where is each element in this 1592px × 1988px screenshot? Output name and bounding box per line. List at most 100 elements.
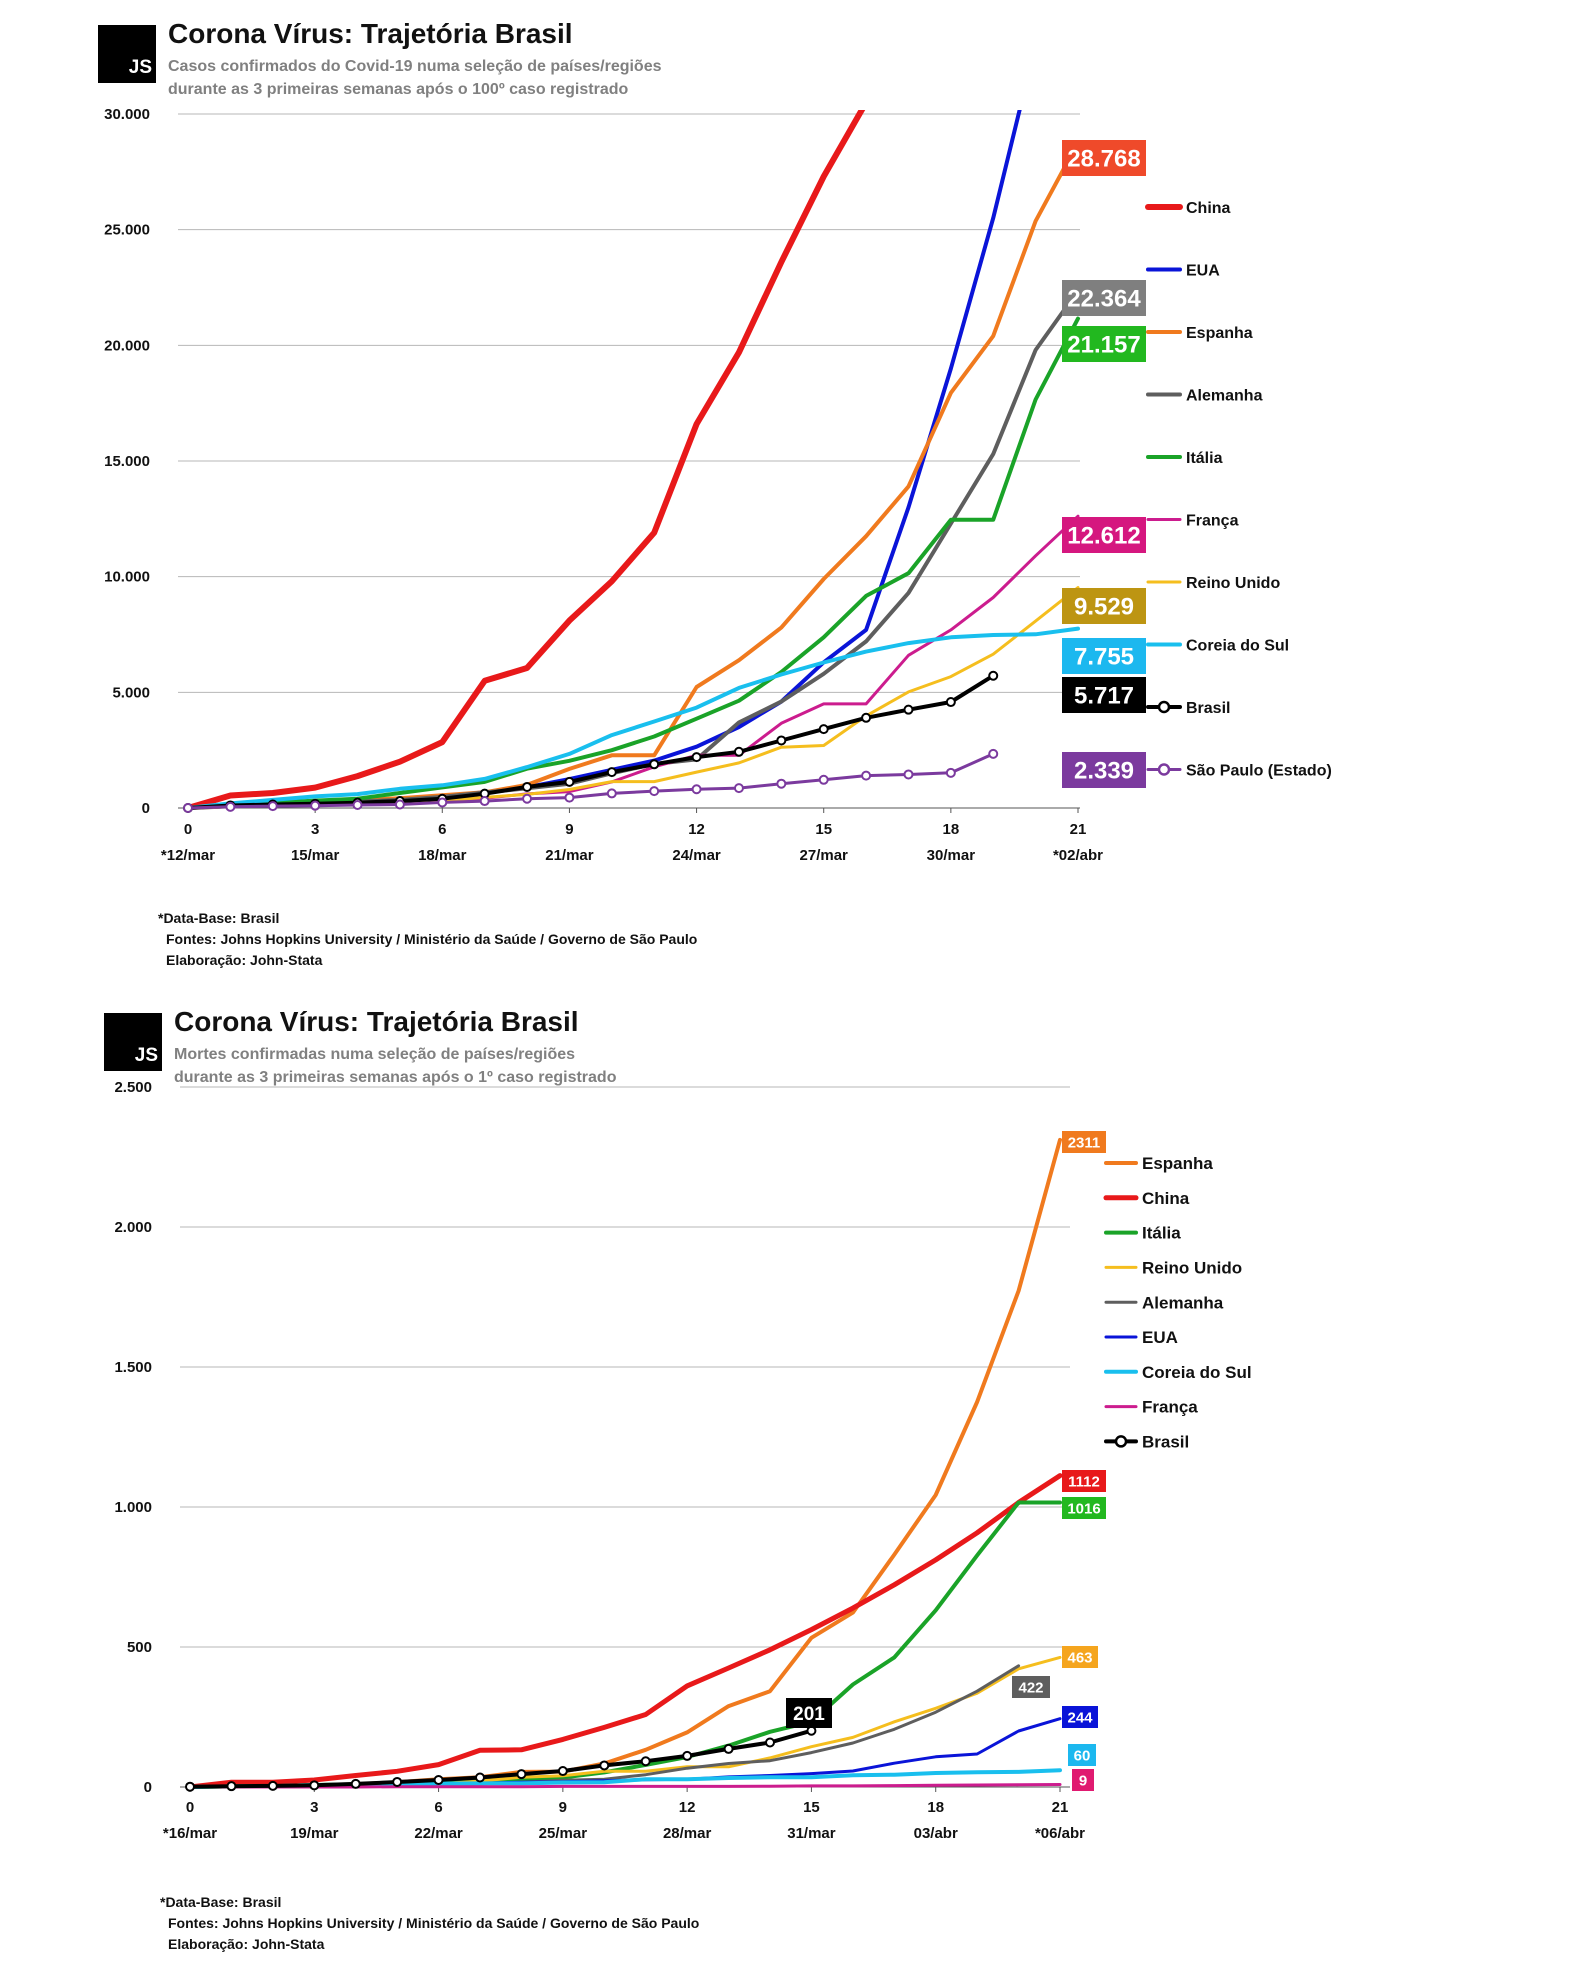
- cases-chart-panel: JS Corona Vírus: Trajetória Brasil Casos…: [0, 0, 1592, 990]
- data-point-sao-paulo-estado: [267, 801, 278, 812]
- data-point-sao-paulo-estado: [183, 803, 193, 813]
- y-tick-label: 1.500: [114, 1359, 152, 1376]
- legend-label-eua: EUA: [1186, 262, 1220, 279]
- data-point-brasil: [475, 1772, 485, 1783]
- js-logo: JS: [98, 25, 156, 83]
- series-line-china: [187, 1473, 1063, 1790]
- x-date-label: 21/mar: [545, 847, 594, 864]
- data-point-sao-paulo-estado: [564, 792, 575, 803]
- data-point-sao-paulo-estado: [352, 799, 363, 810]
- footnote-database: *Data-Base: Brasil: [158, 910, 280, 926]
- data-point-brasil: [226, 1781, 237, 1792]
- legend-label-reino-unido: Reino Unido: [1142, 1259, 1242, 1278]
- data-point-brasil: [350, 1778, 361, 1789]
- value-label-box-italia: [1062, 326, 1146, 362]
- y-tick-label: 2.000: [114, 1219, 152, 1236]
- legend-label-reino-unido: Reino Unido: [1186, 575, 1280, 592]
- data-point-brasil: [564, 776, 575, 787]
- data-point-brasil: [682, 1750, 693, 1761]
- chart-subtitle-line1: Casos confirmados do Covid-19 numa seleç…: [168, 58, 662, 75]
- series-line-espanha: [188, 1137, 1062, 1789]
- y-tick-label: 10.000: [104, 569, 150, 586]
- value-label-brasil: 5.717: [1074, 683, 1134, 710]
- x-tick-label: 12: [688, 821, 705, 838]
- data-point-brasil: [861, 712, 872, 723]
- x-date-label: 31/mar: [787, 1825, 836, 1842]
- value-label-box-franca: [1072, 1769, 1094, 1791]
- legend-label-coreia-do-sul: Coreia do Sul: [1186, 637, 1289, 654]
- data-point-sao-paulo-estado: [479, 796, 490, 807]
- y-tick-label: 2.500: [114, 1079, 152, 1096]
- series-line-italia: [186, 316, 1080, 810]
- legend-marker-brasil: [1114, 1435, 1128, 1448]
- legend-label-coreia-do-sul: Coreia do Sul: [1142, 1363, 1252, 1382]
- x-tick-label: 6: [434, 1799, 442, 1816]
- data-point-sao-paulo-estado: [225, 801, 236, 812]
- y-tick-label: 0: [142, 800, 150, 817]
- x-date-label: 03/abr: [914, 1825, 958, 1842]
- y-tick-label: 20.000: [104, 337, 150, 354]
- data-point-sao-paulo-estado: [394, 799, 405, 810]
- data-point-brasil: [640, 1756, 651, 1767]
- data-point-brasil: [945, 697, 956, 708]
- data-point-brasil: [433, 1775, 444, 1785]
- x-date-label: *06/abr: [1035, 1825, 1085, 1842]
- legend-label-eua: EUA: [1142, 1328, 1178, 1347]
- value-label-franca: 9: [1079, 1772, 1087, 1789]
- chart-subtitle-line2: durante as 3 primeiras semanas após o 10…: [168, 81, 629, 98]
- data-point-brasil: [557, 1766, 568, 1777]
- x-tick-label: 6: [438, 821, 446, 838]
- y-tick-label: 500: [127, 1639, 152, 1656]
- y-tick-label: 25.000: [104, 222, 150, 239]
- logo-text: JS: [134, 1045, 158, 1066]
- series-line-brasil: [188, 1728, 814, 1789]
- legend-label-alemanha: Alemanha: [1142, 1293, 1224, 1312]
- value-label-box-brasil: [786, 1698, 832, 1728]
- value-label-box-espanha: [1062, 140, 1146, 176]
- data-point-sao-paulo-estado: [861, 770, 872, 781]
- value-label-sao-paulo-estado: 2.339: [1074, 758, 1134, 785]
- data-point-sao-paulo-estado: [310, 800, 321, 811]
- data-point-sao-paulo-estado: [522, 793, 533, 804]
- x-date-label: 27/mar: [800, 847, 849, 864]
- legend-label-sao-paulo-estado: São Paulo (Estado): [1186, 762, 1332, 779]
- cases-line-chart: 0 5.000 10.000 15.000 20.000 25.000 30.000 0 *12…: [104, 106, 1332, 864]
- value-label-italia: 21.157: [1067, 332, 1140, 359]
- x-tick-label: 0: [184, 821, 192, 838]
- value-label-box-reino-unido: [1062, 588, 1146, 624]
- footnote-author: Elaboração: John-Stata: [166, 952, 323, 968]
- x-tick-label: 3: [310, 1799, 318, 1816]
- value-label-box-china: [1062, 1470, 1106, 1492]
- chart-footnote: *Data-Base: Brasil Fontes: Johns Hopkins…: [158, 908, 697, 971]
- data-point-sao-paulo-estado: [903, 769, 914, 780]
- x-tick-label: 15: [803, 1799, 820, 1816]
- data-point-brasil: [522, 781, 533, 792]
- legend-label-franca: França: [1142, 1398, 1198, 1417]
- x-tick-label: 15: [815, 821, 832, 838]
- value-label-box-eua: [1062, 1706, 1098, 1728]
- data-point-brasil: [392, 1776, 403, 1787]
- data-point-brasil: [516, 1769, 527, 1780]
- y-tick-label: 0: [144, 1779, 152, 1796]
- series-line-franca: [188, 1783, 1062, 1789]
- value-label-alemanha: 422: [1018, 1679, 1043, 1696]
- x-date-label: 24/mar: [672, 847, 721, 864]
- footnote-database: *Data-Base: Brasil: [160, 1894, 282, 1910]
- footnote-author: Elaboração: John-Stata: [168, 1936, 325, 1952]
- value-label-franca: 12.612: [1067, 523, 1140, 550]
- data-point-brasil: [733, 746, 744, 757]
- logo-text: JS: [128, 57, 152, 78]
- x-date-label: *16/mar: [163, 1825, 217, 1842]
- data-point-brasil: [267, 1780, 278, 1791]
- legend-label-china: China: [1186, 200, 1231, 217]
- value-label-alemanha: 22.364: [1067, 286, 1141, 313]
- data-point-brasil: [606, 767, 617, 778]
- value-label-box-alemanha: [1012, 1676, 1050, 1698]
- x-tick-label: 18: [943, 821, 960, 838]
- series-line-italia: [188, 1500, 1062, 1789]
- x-date-label: 22/mar: [414, 1825, 463, 1842]
- value-label-box-italia: [1062, 1497, 1106, 1519]
- data-point-sao-paulo-estado: [988, 748, 999, 759]
- x-tick-label: 21: [1052, 1799, 1069, 1816]
- data-point-brasil: [691, 752, 702, 763]
